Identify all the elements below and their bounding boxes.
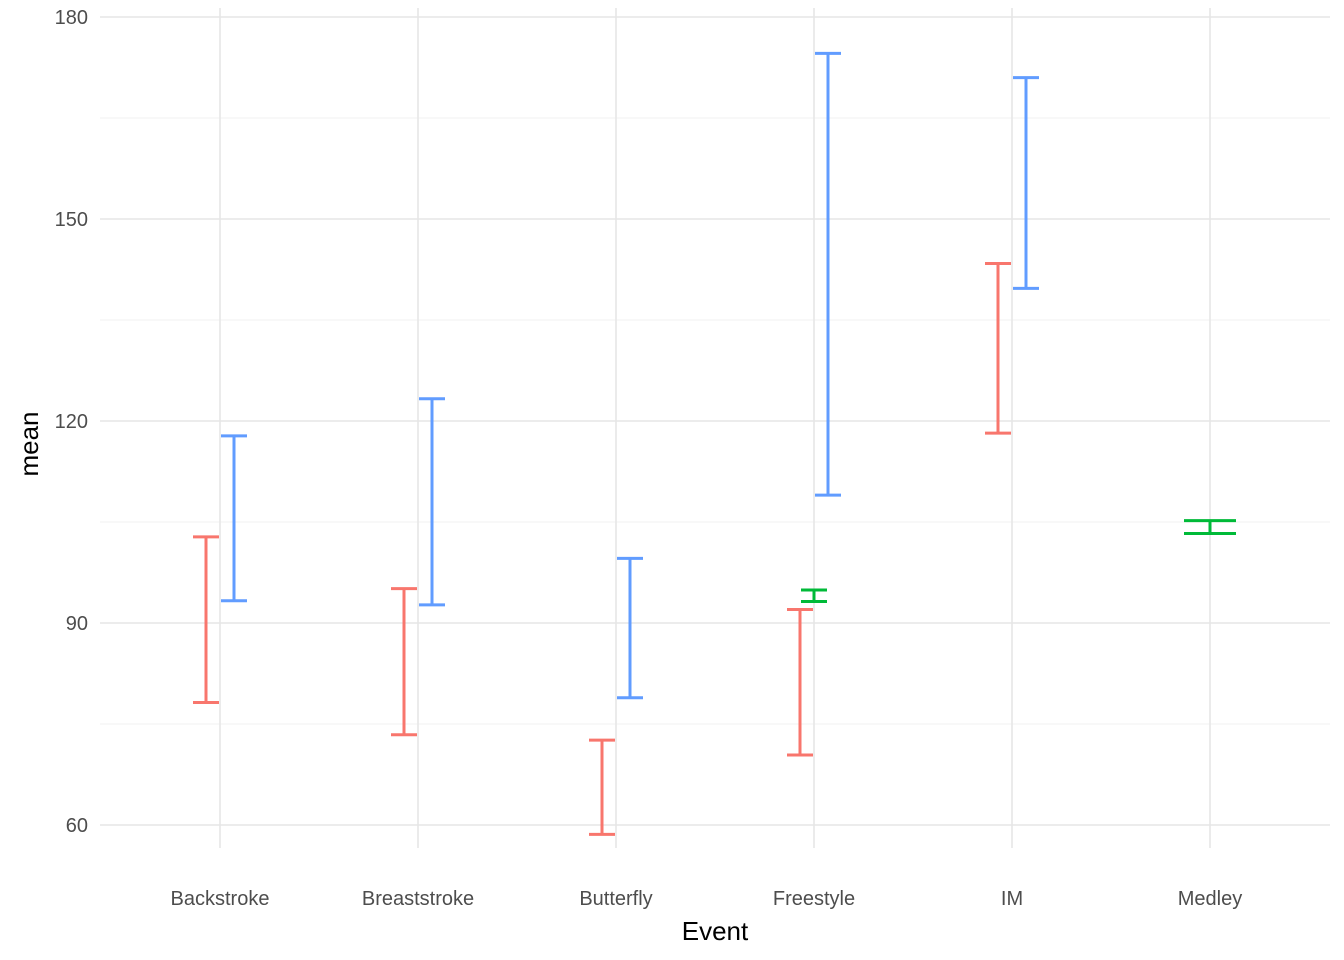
y-tick-label: 120: [55, 411, 88, 433]
error-bar: [419, 397, 445, 607]
error-bar: [391, 587, 417, 737]
y-axis-ticks: 60 90 120 150 180: [55, 7, 88, 837]
error-bar: [1013, 76, 1039, 290]
y-tick-label: 90: [66, 613, 88, 635]
y-tick-label: 60: [66, 815, 88, 837]
error-bar: [801, 588, 827, 603]
error-bars: [193, 51, 1236, 836]
error-bar: [589, 738, 615, 836]
x-tick-label: Breaststroke: [362, 888, 474, 910]
y-tick-label: 180: [55, 7, 88, 29]
major-gridlines: [100, 8, 1330, 848]
x-tick-label: Butterfly: [579, 888, 652, 910]
x-tick-label: Backstroke: [171, 888, 270, 910]
error-bar: [1184, 519, 1236, 535]
x-tick-label: IM: [1001, 888, 1023, 910]
x-axis-title: Event: [682, 916, 749, 946]
error-bar: [193, 535, 219, 704]
x-tick-label: Medley: [1178, 888, 1242, 910]
x-tick-label: Freestyle: [773, 888, 855, 910]
y-axis-title: mean: [14, 411, 44, 476]
error-bar: [787, 608, 813, 757]
y-tick-label: 150: [55, 209, 88, 231]
x-axis-ticks: Backstroke Breaststroke Butterfly Freestyle…: [171, 888, 1243, 910]
error-bar: [617, 556, 643, 700]
minor-gridlines: [100, 117, 1330, 725]
error-bar: [221, 434, 247, 603]
error-bar: [815, 51, 841, 497]
error-bar: [985, 261, 1011, 435]
